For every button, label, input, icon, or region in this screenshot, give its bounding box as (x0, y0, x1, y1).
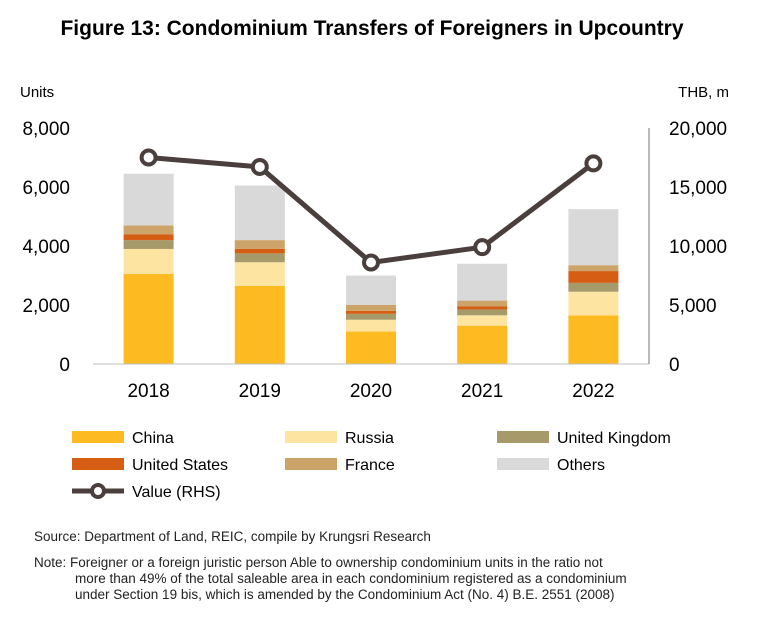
bar-segment-united-states-2022 (568, 271, 619, 283)
left-tick-label: 0 (59, 355, 70, 376)
x-axis-labels: 2018 2019 2020 2021 2022 (127, 381, 614, 402)
bar-segment-united-kingdom-2018 (123, 240, 174, 249)
legend-swatch-china (72, 431, 124, 443)
bar-segment-united-states-2021 (457, 306, 508, 310)
bar-segment-others-2021 (457, 263, 508, 301)
right-tick-label: 10,000 (669, 237, 727, 258)
bar-segment-china-2022 (568, 315, 619, 364)
bar-segment-russia-2022 (568, 291, 619, 316)
left-tick-label: 8,000 (22, 119, 70, 140)
bar-segment-united-states-2019 (234, 248, 285, 254)
bar-segment-united-kingdom-2021 (457, 309, 508, 316)
right-tick-label: 20,000 (669, 119, 727, 140)
legend-label-united-kingdom: United Kingdom (557, 430, 671, 447)
value-line (148, 155, 595, 266)
bar-segment-russia-2019 (234, 262, 285, 286)
legend-label-value-rhs: Value (RHS) (132, 484, 221, 501)
legend-swatch-value-marker (90, 483, 106, 499)
bar-segment-russia-2018 (123, 248, 174, 275)
note-line-1: Note: Foreigner or a foreign juristic pe… (34, 555, 603, 570)
x-tick-label: 2021 (461, 381, 503, 402)
legend-swatch-united-kingdom (497, 431, 549, 443)
bar-segment-united-kingdom-2020 (346, 313, 396, 320)
x-tick-label: 2018 (127, 381, 169, 402)
bar-segment-france-2020 (346, 305, 396, 311)
source-text: Source: Department of Land, REIC, compil… (34, 529, 431, 544)
bar-segment-others-2019 (234, 185, 285, 241)
legend-swatch-russia (285, 431, 337, 443)
bar-segment-others-2020 (346, 275, 396, 305)
legend-label-others: Others (557, 457, 605, 474)
bar-segment-china-2021 (457, 325, 508, 364)
legend: China Russia United Kingdom United States Fr… (72, 430, 671, 501)
bar-segment-france-2021 (457, 300, 508, 307)
legend-swatch-others (497, 458, 549, 470)
bar-segment-united-states-2020 (346, 310, 396, 314)
bar-segment-china-2019 (234, 285, 285, 364)
right-tick-label: 15,000 (669, 178, 727, 199)
right-axis-ticks: 0 5,000 10,000 15,000 20,000 (669, 119, 727, 376)
right-tick-label: 0 (669, 355, 680, 376)
bar-segment-russia-2021 (457, 315, 508, 326)
legend-label-china: China (132, 430, 174, 447)
bar-segment-france-2022 (568, 265, 619, 272)
value-point-2021 (473, 238, 492, 257)
value-point-2022 (584, 154, 603, 173)
legend-swatch-france (285, 458, 337, 470)
bar-segment-france-2019 (234, 240, 285, 249)
bar-segment-china-2020 (346, 331, 396, 364)
bar-segment-china-2018 (123, 274, 174, 364)
bar-segment-france-2018 (123, 225, 174, 235)
bar-segment-united-states-2018 (123, 234, 174, 241)
bar-segment-united-kingdom-2022 (568, 282, 619, 292)
legend-label-russia: Russia (345, 430, 394, 447)
legend-swatch-united-states (72, 458, 124, 470)
value-point-2018 (139, 148, 158, 167)
note-line-3: under Section 19 bis, which is amended b… (75, 587, 615, 602)
note-line-2: more than 49% of the total saleable area… (75, 571, 627, 586)
value-line-series (139, 148, 603, 272)
legend-label-france: France (345, 457, 395, 474)
bar-segment-others-2018 (123, 173, 174, 226)
right-tick-label: 5,000 (669, 296, 717, 317)
left-tick-label: 6,000 (22, 178, 70, 199)
bar-segment-others-2022 (568, 209, 619, 266)
bar-segment-united-kingdom-2019 (234, 253, 285, 263)
x-tick-label: 2020 (350, 381, 392, 402)
value-point-2020 (362, 253, 380, 272)
bar-segment-russia-2020 (346, 319, 396, 332)
left-axis-ticks: 0 2,000 4,000 6,000 8,000 (22, 119, 70, 376)
legend-label-united-states: United States (132, 457, 228, 474)
bar-stacks (123, 173, 619, 364)
x-tick-label: 2019 (239, 381, 281, 402)
right-axis-unit-label: THB, m (678, 84, 729, 101)
left-tick-label: 4,000 (22, 237, 70, 258)
x-tick-label: 2022 (572, 381, 614, 402)
value-point-2019 (250, 157, 269, 176)
left-axis-unit-label: Units (20, 84, 54, 101)
chart-title: Figure 13: Condominium Transfers of Fore… (60, 17, 683, 40)
left-tick-label: 2,000 (22, 296, 70, 317)
